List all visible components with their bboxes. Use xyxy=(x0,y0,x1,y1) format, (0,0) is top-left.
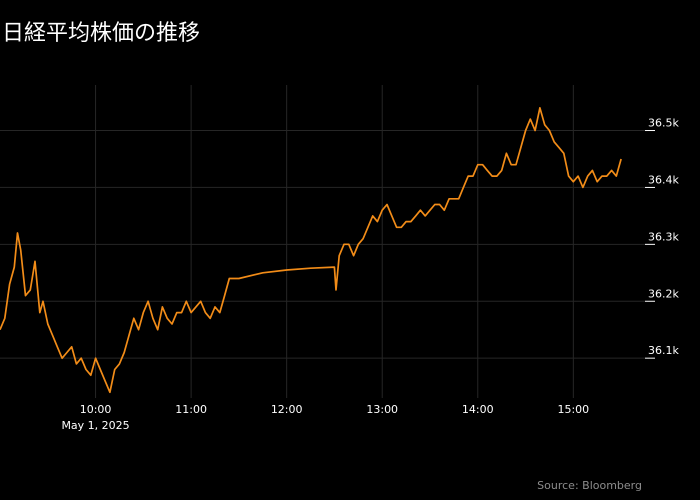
grid-lines xyxy=(0,85,645,398)
y-tick-label: 36.4k xyxy=(648,173,679,186)
x-tick-label: 12:00 xyxy=(271,403,303,416)
x-tick-label: 15:00 xyxy=(557,403,589,416)
y-tick-label: 36.5k xyxy=(648,117,679,130)
y-tick-label: 36.2k xyxy=(648,287,679,300)
x-tick-label: 11:00 xyxy=(175,403,207,416)
x-axis: 10:00 May 1, 2025 11:00 12:00 13:00 14:00 15:0… xyxy=(61,403,589,432)
date-label: May 1, 2025 xyxy=(61,419,129,432)
y-axis: 36.1k 36.2k 36.3k 36.4k 36.5k xyxy=(645,117,679,359)
source-note: Source: Bloomberg xyxy=(537,479,642,492)
series-line xyxy=(0,106,622,394)
x-tick-label: 14:00 xyxy=(462,403,494,416)
y-tick-label: 36.3k xyxy=(648,230,679,243)
x-tick-label: 13:00 xyxy=(366,403,398,416)
chart-title: 日経平均株価の推移 xyxy=(2,21,201,46)
y-tick-label: 36.1k xyxy=(648,344,679,357)
x-tick-label: 10:00 xyxy=(80,403,112,416)
